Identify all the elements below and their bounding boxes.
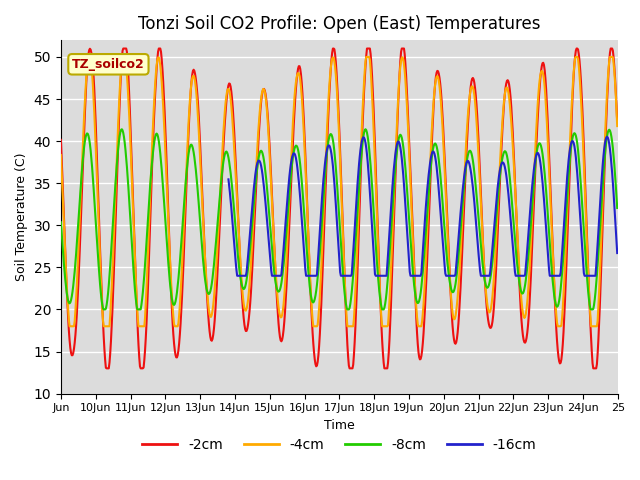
Text: TZ_soilco2: TZ_soilco2 (72, 58, 145, 71)
X-axis label: Time: Time (324, 419, 355, 432)
Y-axis label: Soil Temperature (C): Soil Temperature (C) (15, 153, 28, 281)
Title: Tonzi Soil CO2 Profile: Open (East) Temperatures: Tonzi Soil CO2 Profile: Open (East) Temp… (138, 15, 541, 33)
Legend: -2cm, -4cm, -8cm, -16cm: -2cm, -4cm, -8cm, -16cm (137, 432, 542, 457)
